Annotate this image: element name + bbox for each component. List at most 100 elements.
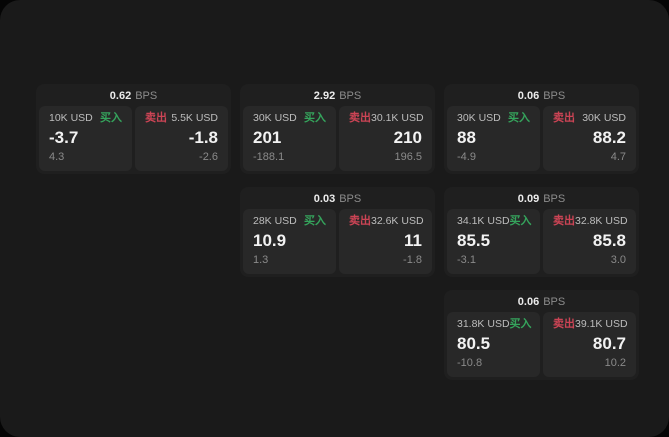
sell-label: 卖出 [553, 318, 575, 330]
buy-amount: 28K USD [253, 215, 297, 227]
quote-grid: 0.62 BPS 10K USD 买入 -3.7 4.3 卖出 5.5K USD… [36, 84, 639, 380]
sell-delta: -2.6 [199, 151, 218, 163]
buy-price: 85.5 [457, 231, 491, 250]
bps-suffix-label: BPS [543, 90, 566, 102]
buy-quote-panel[interactable]: 30K USD 买入 201 -188.1 [243, 106, 336, 171]
sell-panel-top-row: 卖出 30.1K USD [349, 112, 424, 125]
buy-amount: 10K USD [49, 112, 93, 124]
buy-panel-top-row: 34.1K USD 买入 [457, 215, 532, 228]
quote-card-body: 30K USD 买入 201 -188.1 卖出 30.1K USD 210 1… [243, 106, 432, 171]
quote-card: 0.09 BPS 34.1K USD 买入 85.5 -3.1 卖出 32.8K… [444, 187, 639, 277]
sell-amount: 30.1K USD [371, 112, 424, 124]
quote-card-body: 30K USD 买入 88 -4.9 卖出 30K USD 88.2 4.7 [447, 106, 636, 171]
buy-delta: -188.1 [253, 151, 285, 163]
buy-panel-top-row: 31.8K USD 买入 [457, 318, 532, 331]
bps-suffix-label: BPS [339, 90, 362, 102]
sell-label: 卖出 [553, 215, 575, 227]
sell-quote-panel[interactable]: 卖出 39.1K USD 80.7 10.2 [543, 312, 636, 377]
buy-panel-top-row: 30K USD 买入 [253, 112, 326, 125]
quote-card: 2.92 BPS 30K USD 买入 201 -188.1 卖出 30.1K … [240, 84, 435, 174]
buy-price: -3.7 [49, 128, 79, 147]
sell-price: -1.8 [188, 128, 218, 147]
buy-amount: 30K USD [457, 112, 501, 124]
sell-label: 卖出 [145, 112, 167, 124]
sell-amount: 39.1K USD [575, 318, 628, 330]
quote-card-body: 31.8K USD 买入 80.5 -10.8 卖出 39.1K USD 80.… [447, 312, 636, 377]
buy-quote-panel[interactable]: 30K USD 买入 88 -4.9 [447, 106, 540, 171]
bps-value: 0.06 [517, 90, 540, 102]
bps-value: 0.62 [109, 90, 132, 102]
quote-card-body: 34.1K USD 买入 85.5 -3.1 卖出 32.8K USD 85.8… [447, 209, 636, 274]
buy-price: 80.5 [457, 334, 491, 353]
buy-price: 201 [253, 128, 282, 147]
bps-header: 0.03 BPS [243, 190, 432, 209]
buy-label: 买入 [509, 318, 532, 330]
buy-quote-panel[interactable]: 28K USD 买入 10.9 1.3 [243, 209, 336, 274]
sell-label: 卖出 [553, 112, 575, 124]
sell-amount: 5.5K USD [171, 112, 218, 124]
sell-label: 卖出 [349, 112, 371, 124]
sell-quote-panel[interactable]: 卖出 32.6K USD 11 -1.8 [339, 209, 432, 274]
bps-value: 0.06 [517, 296, 540, 308]
quote-card-body: 10K USD 买入 -3.7 4.3 卖出 5.5K USD -1.8 -2.… [39, 106, 228, 171]
buy-price: 10.9 [253, 231, 287, 250]
sell-quote-panel[interactable]: 卖出 5.5K USD -1.8 -2.6 [135, 106, 228, 171]
quote-card: 0.03 BPS 28K USD 买入 10.9 1.3 卖出 32.6K US… [240, 187, 435, 277]
sell-panel-top-row: 卖出 32.6K USD [349, 215, 424, 228]
sell-delta: 10.2 [604, 357, 626, 369]
sell-quote-panel[interactable]: 卖出 30.1K USD 210 196.5 [339, 106, 432, 171]
quote-card-body: 28K USD 买入 10.9 1.3 卖出 32.6K USD 11 -1.8 [243, 209, 432, 274]
bps-header: 0.06 BPS [447, 87, 636, 106]
buy-delta: -4.9 [457, 151, 476, 163]
buy-panel-top-row: 28K USD 买入 [253, 215, 326, 228]
sell-price: 11 [404, 231, 422, 250]
sell-amount: 30K USD [582, 112, 626, 124]
buy-quote-panel[interactable]: 10K USD 买入 -3.7 4.3 [39, 106, 132, 171]
buy-delta: -3.1 [457, 254, 476, 266]
buy-label: 买入 [100, 112, 122, 124]
sell-delta: 3.0 [610, 254, 626, 266]
sell-panel-top-row: 卖出 32.8K USD [553, 215, 628, 228]
quote-card: 0.06 BPS 30K USD 买入 88 -4.9 卖出 30K USD 8… [444, 84, 639, 174]
buy-label: 买入 [508, 112, 530, 124]
sell-price: 210 [393, 128, 422, 147]
bps-suffix-label: BPS [543, 193, 566, 205]
bps-value: 0.03 [313, 193, 336, 205]
buy-amount: 31.8K USD [457, 318, 510, 330]
sell-price: 85.8 [592, 231, 626, 250]
sell-price: 88.2 [592, 128, 626, 147]
sell-quote-panel[interactable]: 卖出 32.8K USD 85.8 3.0 [543, 209, 636, 274]
bps-header: 0.62 BPS [39, 87, 228, 106]
sell-delta: 196.5 [394, 151, 422, 163]
bps-suffix-label: BPS [543, 296, 566, 308]
sell-price: 80.7 [592, 334, 626, 353]
sell-panel-top-row: 卖出 30K USD [553, 112, 626, 125]
sell-label: 卖出 [349, 215, 371, 227]
buy-panel-top-row: 30K USD 买入 [457, 112, 530, 125]
bps-header: 0.06 BPS [447, 293, 636, 312]
bps-value: 0.09 [517, 193, 540, 205]
sell-panel-top-row: 卖出 5.5K USD [145, 112, 218, 125]
sell-panel-top-row: 卖出 39.1K USD [553, 318, 628, 331]
buy-quote-panel[interactable]: 34.1K USD 买入 85.5 -3.1 [447, 209, 540, 274]
buy-label: 买入 [509, 215, 532, 227]
bps-header: 0.09 BPS [447, 190, 636, 209]
sell-delta: 4.7 [610, 151, 626, 163]
sell-amount: 32.8K USD [575, 215, 628, 227]
buy-quote-panel[interactable]: 31.8K USD 买入 80.5 -10.8 [447, 312, 540, 377]
sell-quote-panel[interactable]: 卖出 30K USD 88.2 4.7 [543, 106, 636, 171]
buy-delta: 1.3 [253, 254, 269, 266]
bps-value: 2.92 [313, 90, 336, 102]
buy-amount: 34.1K USD [457, 215, 510, 227]
bps-header: 2.92 BPS [243, 87, 432, 106]
buy-label: 买入 [304, 112, 326, 124]
sell-delta: -1.8 [403, 254, 422, 266]
buy-amount: 30K USD [253, 112, 297, 124]
sell-amount: 32.6K USD [371, 215, 424, 227]
buy-delta: 4.3 [49, 151, 65, 163]
bps-suffix-label: BPS [135, 90, 158, 102]
buy-label: 买入 [304, 215, 326, 227]
bps-suffix-label: BPS [339, 193, 362, 205]
